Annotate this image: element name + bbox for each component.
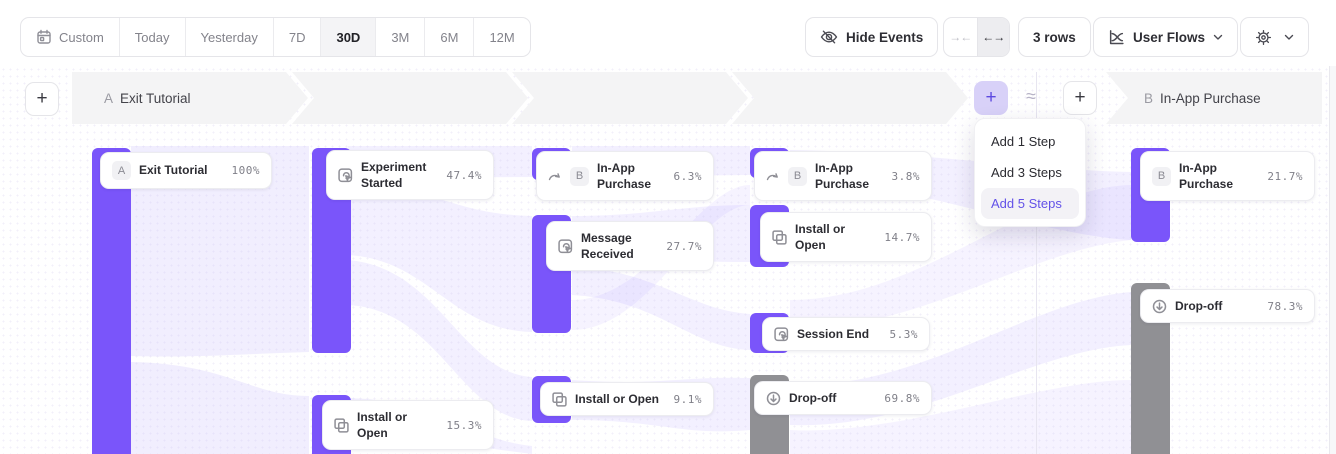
event-icon bbox=[774, 326, 789, 341]
node-card-install-or-open-2[interactable]: Install or Open 9.1% bbox=[540, 382, 714, 417]
node-card-inapp-purchase-2[interactable]: B In-App Purchase 3.8% bbox=[754, 151, 932, 202]
flow-banner-step-a[interactable]: A Exit Tutorial bbox=[72, 72, 308, 124]
date-range-6m[interactable]: 6M bbox=[424, 18, 473, 56]
chevron-down-icon bbox=[1284, 34, 1294, 40]
collapse-columns-button[interactable]: →← bbox=[944, 18, 977, 56]
hide-events-button[interactable]: Hide Events bbox=[805, 17, 939, 57]
node-card-inapp-purchase-1[interactable]: B In-App Purchase 6.3% bbox=[536, 151, 714, 202]
hide-events-label: Hide Events bbox=[846, 29, 924, 45]
date-range-label: Custom bbox=[59, 29, 104, 45]
expand-columns-button[interactable]: ←→ bbox=[976, 18, 1009, 56]
date-range-12m[interactable]: 12M bbox=[473, 18, 529, 56]
step-a-prefix: A bbox=[104, 90, 114, 106]
node-card-message-received[interactable]: Message Received 27.7% bbox=[546, 221, 714, 272]
step-badge-b: B bbox=[1152, 166, 1171, 186]
node-card-dropoff-2[interactable]: Drop-off 78.3% bbox=[1140, 289, 1315, 324]
flow-banner-segment bbox=[292, 72, 528, 124]
menu-item-add-5-steps[interactable]: Add 5 Steps bbox=[981, 188, 1079, 219]
step-badge-b: B bbox=[788, 166, 807, 186]
dropoff-icon bbox=[1152, 299, 1167, 313]
menu-item-add-3-steps[interactable]: Add 3 Steps bbox=[991, 165, 1062, 180]
add-steps-menu: Add 1 Step Add 3 Steps Add 5 Steps bbox=[974, 118, 1086, 227]
date-range-7d[interactable]: 7D bbox=[272, 18, 321, 56]
view-selector-label: User Flows bbox=[1133, 29, 1206, 45]
right-panel-edge bbox=[1329, 66, 1336, 454]
node-bar-exit-tutorial[interactable] bbox=[92, 148, 131, 454]
goal-arrow-icon bbox=[766, 173, 778, 181]
expand-arrows-icon: ←→ bbox=[982, 30, 1005, 44]
step-b-prefix: B bbox=[1144, 90, 1154, 106]
dropoff-icon bbox=[766, 391, 781, 405]
node-card-dropoff-1[interactable]: Drop-off 69.8% bbox=[754, 381, 932, 416]
flows-chart-icon bbox=[1109, 29, 1124, 44]
screens-icon bbox=[552, 391, 567, 407]
node-card-install-or-open-3[interactable]: Install or Open 14.7% bbox=[760, 212, 932, 263]
view-selector-button[interactable]: User Flows bbox=[1093, 17, 1239, 57]
node-card-experiment-started[interactable]: Experiment Started 47.4% bbox=[326, 150, 494, 201]
event-icon bbox=[338, 168, 353, 182]
date-range-yesterday[interactable]: Yesterday bbox=[184, 18, 273, 56]
approx-separator: ≈ bbox=[1026, 86, 1036, 106]
event-icon bbox=[558, 239, 573, 253]
add-start-step-button[interactable]: + bbox=[25, 82, 59, 116]
node-card-exit-tutorial[interactable]: A Exit Tutorial 100% bbox=[100, 152, 272, 189]
chevron-down-icon bbox=[1213, 34, 1223, 40]
date-range-30d[interactable]: 30D bbox=[320, 18, 376, 56]
plus-icon: + bbox=[1074, 87, 1086, 108]
goal-arrow-icon bbox=[548, 173, 560, 181]
flow-banner-segment bbox=[512, 72, 748, 124]
ab-column-separator bbox=[1036, 72, 1037, 454]
date-range-today[interactable]: Today bbox=[118, 18, 185, 56]
date-range-3m[interactable]: 3M bbox=[375, 18, 424, 56]
eye-off-icon bbox=[820, 30, 838, 44]
step-a-label: Exit Tutorial bbox=[120, 90, 191, 106]
collapse-expand-toggle: →← ←→ bbox=[943, 17, 1010, 57]
date-range-custom[interactable]: Custom bbox=[21, 18, 119, 56]
settings-button[interactable] bbox=[1240, 17, 1309, 57]
node-card-inapp-purchase-3[interactable]: B In-App Purchase 21.7% bbox=[1140, 151, 1315, 202]
step-b-label: In-App Purchase bbox=[1160, 90, 1261, 106]
screens-icon bbox=[334, 418, 349, 433]
rows-label: 3 rows bbox=[1033, 29, 1076, 45]
gear-icon bbox=[1255, 29, 1272, 45]
calendar-icon bbox=[37, 29, 51, 44]
screens-icon bbox=[772, 230, 787, 245]
flow-banner-segment bbox=[732, 72, 968, 124]
plus-icon: + bbox=[36, 88, 48, 109]
toolbar: Custom Today Yesterday 7D 30D 3M 6M 12M … bbox=[0, 0, 1336, 66]
rows-button[interactable]: 3 rows bbox=[1018, 17, 1091, 57]
date-range-picker: Custom Today Yesterday 7D 30D 3M 6M 12M bbox=[20, 17, 531, 57]
node-card-session-end[interactable]: Session End 5.3% bbox=[762, 317, 930, 352]
step-badge-a: A bbox=[112, 161, 131, 180]
add-step-right-button[interactable]: + bbox=[1063, 81, 1097, 115]
flow-banner-step-b[interactable]: B In-App Purchase bbox=[1106, 72, 1322, 124]
step-badge-b: B bbox=[570, 166, 589, 186]
menu-item-add-1-step[interactable]: Add 1 Step bbox=[991, 134, 1056, 149]
collapse-arrows-icon: →← bbox=[949, 30, 972, 44]
add-step-left-button[interactable]: + bbox=[974, 81, 1008, 115]
node-card-install-or-open-1[interactable]: Install or Open 15.3% bbox=[322, 400, 494, 451]
plus-icon: + bbox=[985, 87, 997, 108]
